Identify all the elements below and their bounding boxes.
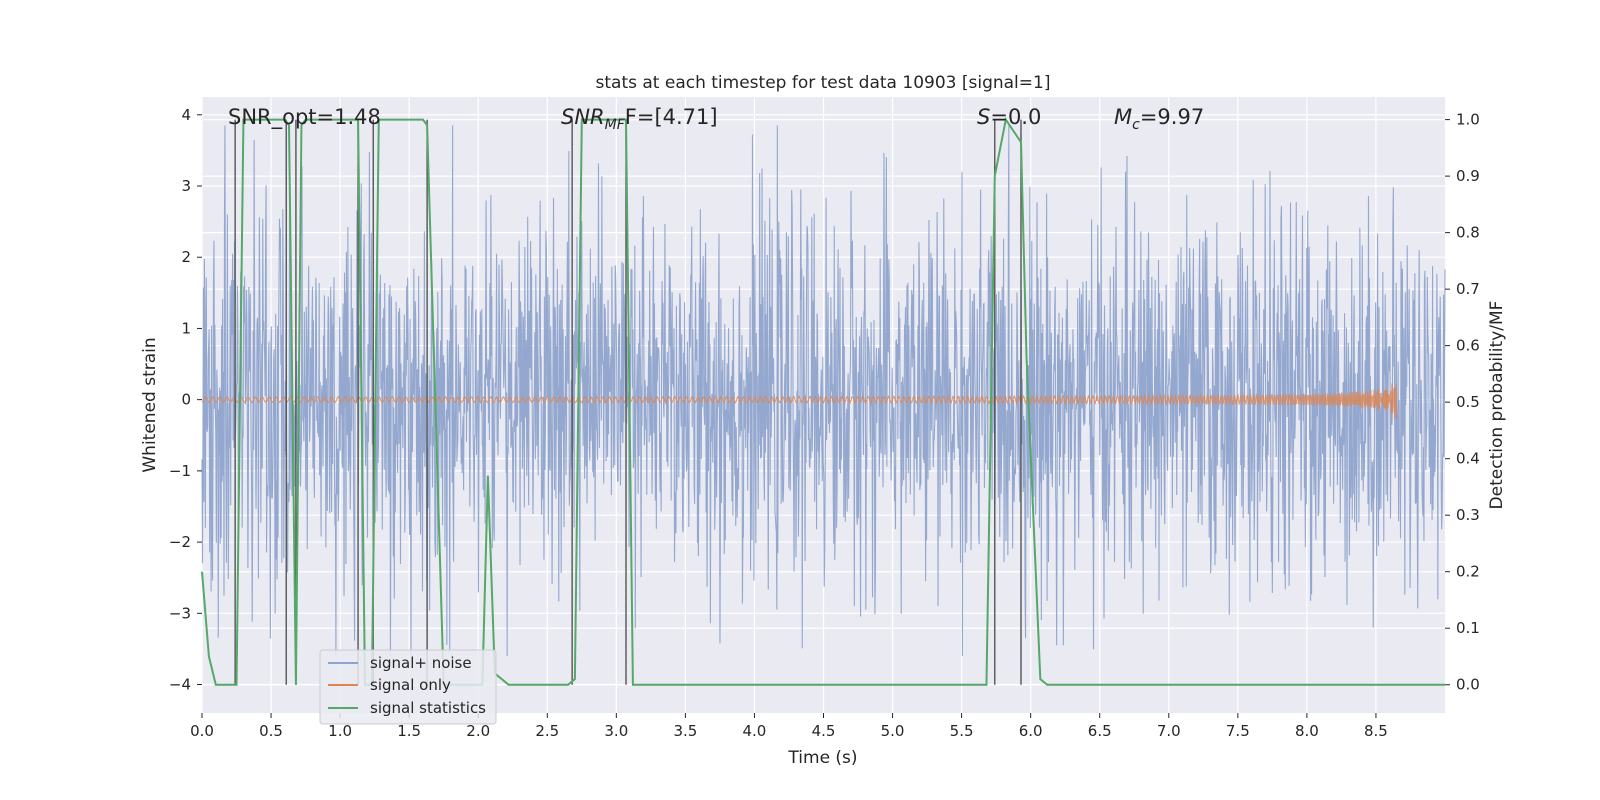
s-rest: =0.0 bbox=[990, 105, 1041, 129]
y2-tick-label-6: 0.4 bbox=[1456, 450, 1480, 468]
y2-tick-label-2: 0.8 bbox=[1456, 224, 1480, 242]
annotation-s: S=0.0 bbox=[977, 105, 1041, 129]
signal-only-series bbox=[201, 383, 1398, 419]
mc-rest: =9.97 bbox=[1140, 105, 1204, 129]
y2-tick-label-10: 0.0 bbox=[1456, 676, 1480, 694]
annotation-mc: Mc=9.97 bbox=[1114, 105, 1204, 133]
x-tick-label-15: 7.5 bbox=[1226, 722, 1250, 740]
snr-mf-sub: MF bbox=[605, 117, 626, 133]
x-tick-label-16: 8.0 bbox=[1295, 722, 1319, 740]
y-tick-label-4: 0 bbox=[181, 391, 191, 409]
y-tick-label-5: −1 bbox=[169, 462, 191, 480]
x-tick-label-17: 8.5 bbox=[1364, 722, 1388, 740]
y2-tick-label-9: 0.1 bbox=[1456, 619, 1480, 637]
x-tick-label-0: 0.0 bbox=[190, 722, 214, 740]
x-tick-label-14: 7.0 bbox=[1157, 722, 1181, 740]
legend-label-noise: signal+ noise bbox=[370, 654, 472, 672]
y2-tick-label-8: 0.2 bbox=[1456, 563, 1480, 581]
x-tick-label-13: 6.5 bbox=[1088, 722, 1112, 740]
x-tick-label-2: 1.0 bbox=[328, 722, 352, 740]
mc-sub: c bbox=[1132, 117, 1140, 133]
annotation-snr-mf: SNRMFF=[4.71] bbox=[561, 105, 718, 133]
y2-tick-label-4: 0.6 bbox=[1456, 337, 1480, 355]
y2-tick-label-0: 1.0 bbox=[1456, 111, 1480, 129]
x-tick-label-11: 5.5 bbox=[950, 722, 974, 740]
x-tick-label-9: 4.5 bbox=[812, 722, 836, 740]
x-tick-label-4: 2.0 bbox=[466, 722, 490, 740]
x-tick-label-10: 5.0 bbox=[881, 722, 905, 740]
x-tick-label-6: 3.0 bbox=[604, 722, 628, 740]
signal-only-line bbox=[201, 383, 1398, 419]
legend-box bbox=[319, 649, 497, 725]
annotation-snr-opt: SNR_opt=1.48 bbox=[228, 105, 381, 130]
y2-tick-label-7: 0.3 bbox=[1456, 506, 1480, 524]
snr-mf-main: SNR bbox=[561, 105, 605, 129]
x-tick-label-5: 2.5 bbox=[535, 722, 559, 740]
y-tick-label-0: 4 bbox=[181, 106, 191, 124]
noise-series bbox=[201, 125, 1446, 657]
x-axis-label: Time (s) bbox=[787, 748, 857, 768]
y-tick-label-8: −4 bbox=[169, 676, 191, 694]
y2-axis-label: Detection probability/MF bbox=[1487, 301, 1507, 510]
x-tick-label-1: 0.5 bbox=[259, 722, 283, 740]
x-tick-label-3: 1.5 bbox=[397, 722, 421, 740]
y2-tick-label-3: 0.7 bbox=[1456, 280, 1480, 298]
legend-label-stats: signal statistics bbox=[370, 699, 486, 717]
y-tick-label-7: −3 bbox=[169, 604, 191, 622]
y2-tick-label-1: 0.9 bbox=[1456, 167, 1480, 185]
y-tick-label-3: 1 bbox=[181, 319, 191, 337]
x-tick-label-8: 4.0 bbox=[743, 722, 767, 740]
x-tick-label-12: 6.0 bbox=[1019, 722, 1043, 740]
legend: signal+ noise signal only signal statist… bbox=[319, 649, 497, 725]
snr-mf-rest: F=[4.71] bbox=[625, 105, 718, 129]
y-axis-label: Whitened strain bbox=[140, 337, 160, 472]
mc-var: M bbox=[1114, 105, 1132, 129]
y-tick-label-6: −2 bbox=[169, 533, 191, 551]
y-tick-label-2: 2 bbox=[181, 248, 191, 266]
x-tick-label-7: 3.5 bbox=[673, 722, 697, 740]
chart-title: stats at each timestep for test data 109… bbox=[596, 73, 1051, 93]
y-tick-label-1: 3 bbox=[181, 177, 191, 195]
legend-label-signal: signal only bbox=[370, 676, 451, 694]
y2-tick-label-5: 0.5 bbox=[1456, 393, 1480, 411]
noise-line bbox=[201, 125, 1446, 657]
s-var: S bbox=[977, 105, 990, 129]
tick-labels: 0.0 0.5 1.0 1.5 2.0 2.5 3.0 3.5 4.0 4.5 5.0 5.5 6.0 6… bbox=[169, 106, 1480, 740]
